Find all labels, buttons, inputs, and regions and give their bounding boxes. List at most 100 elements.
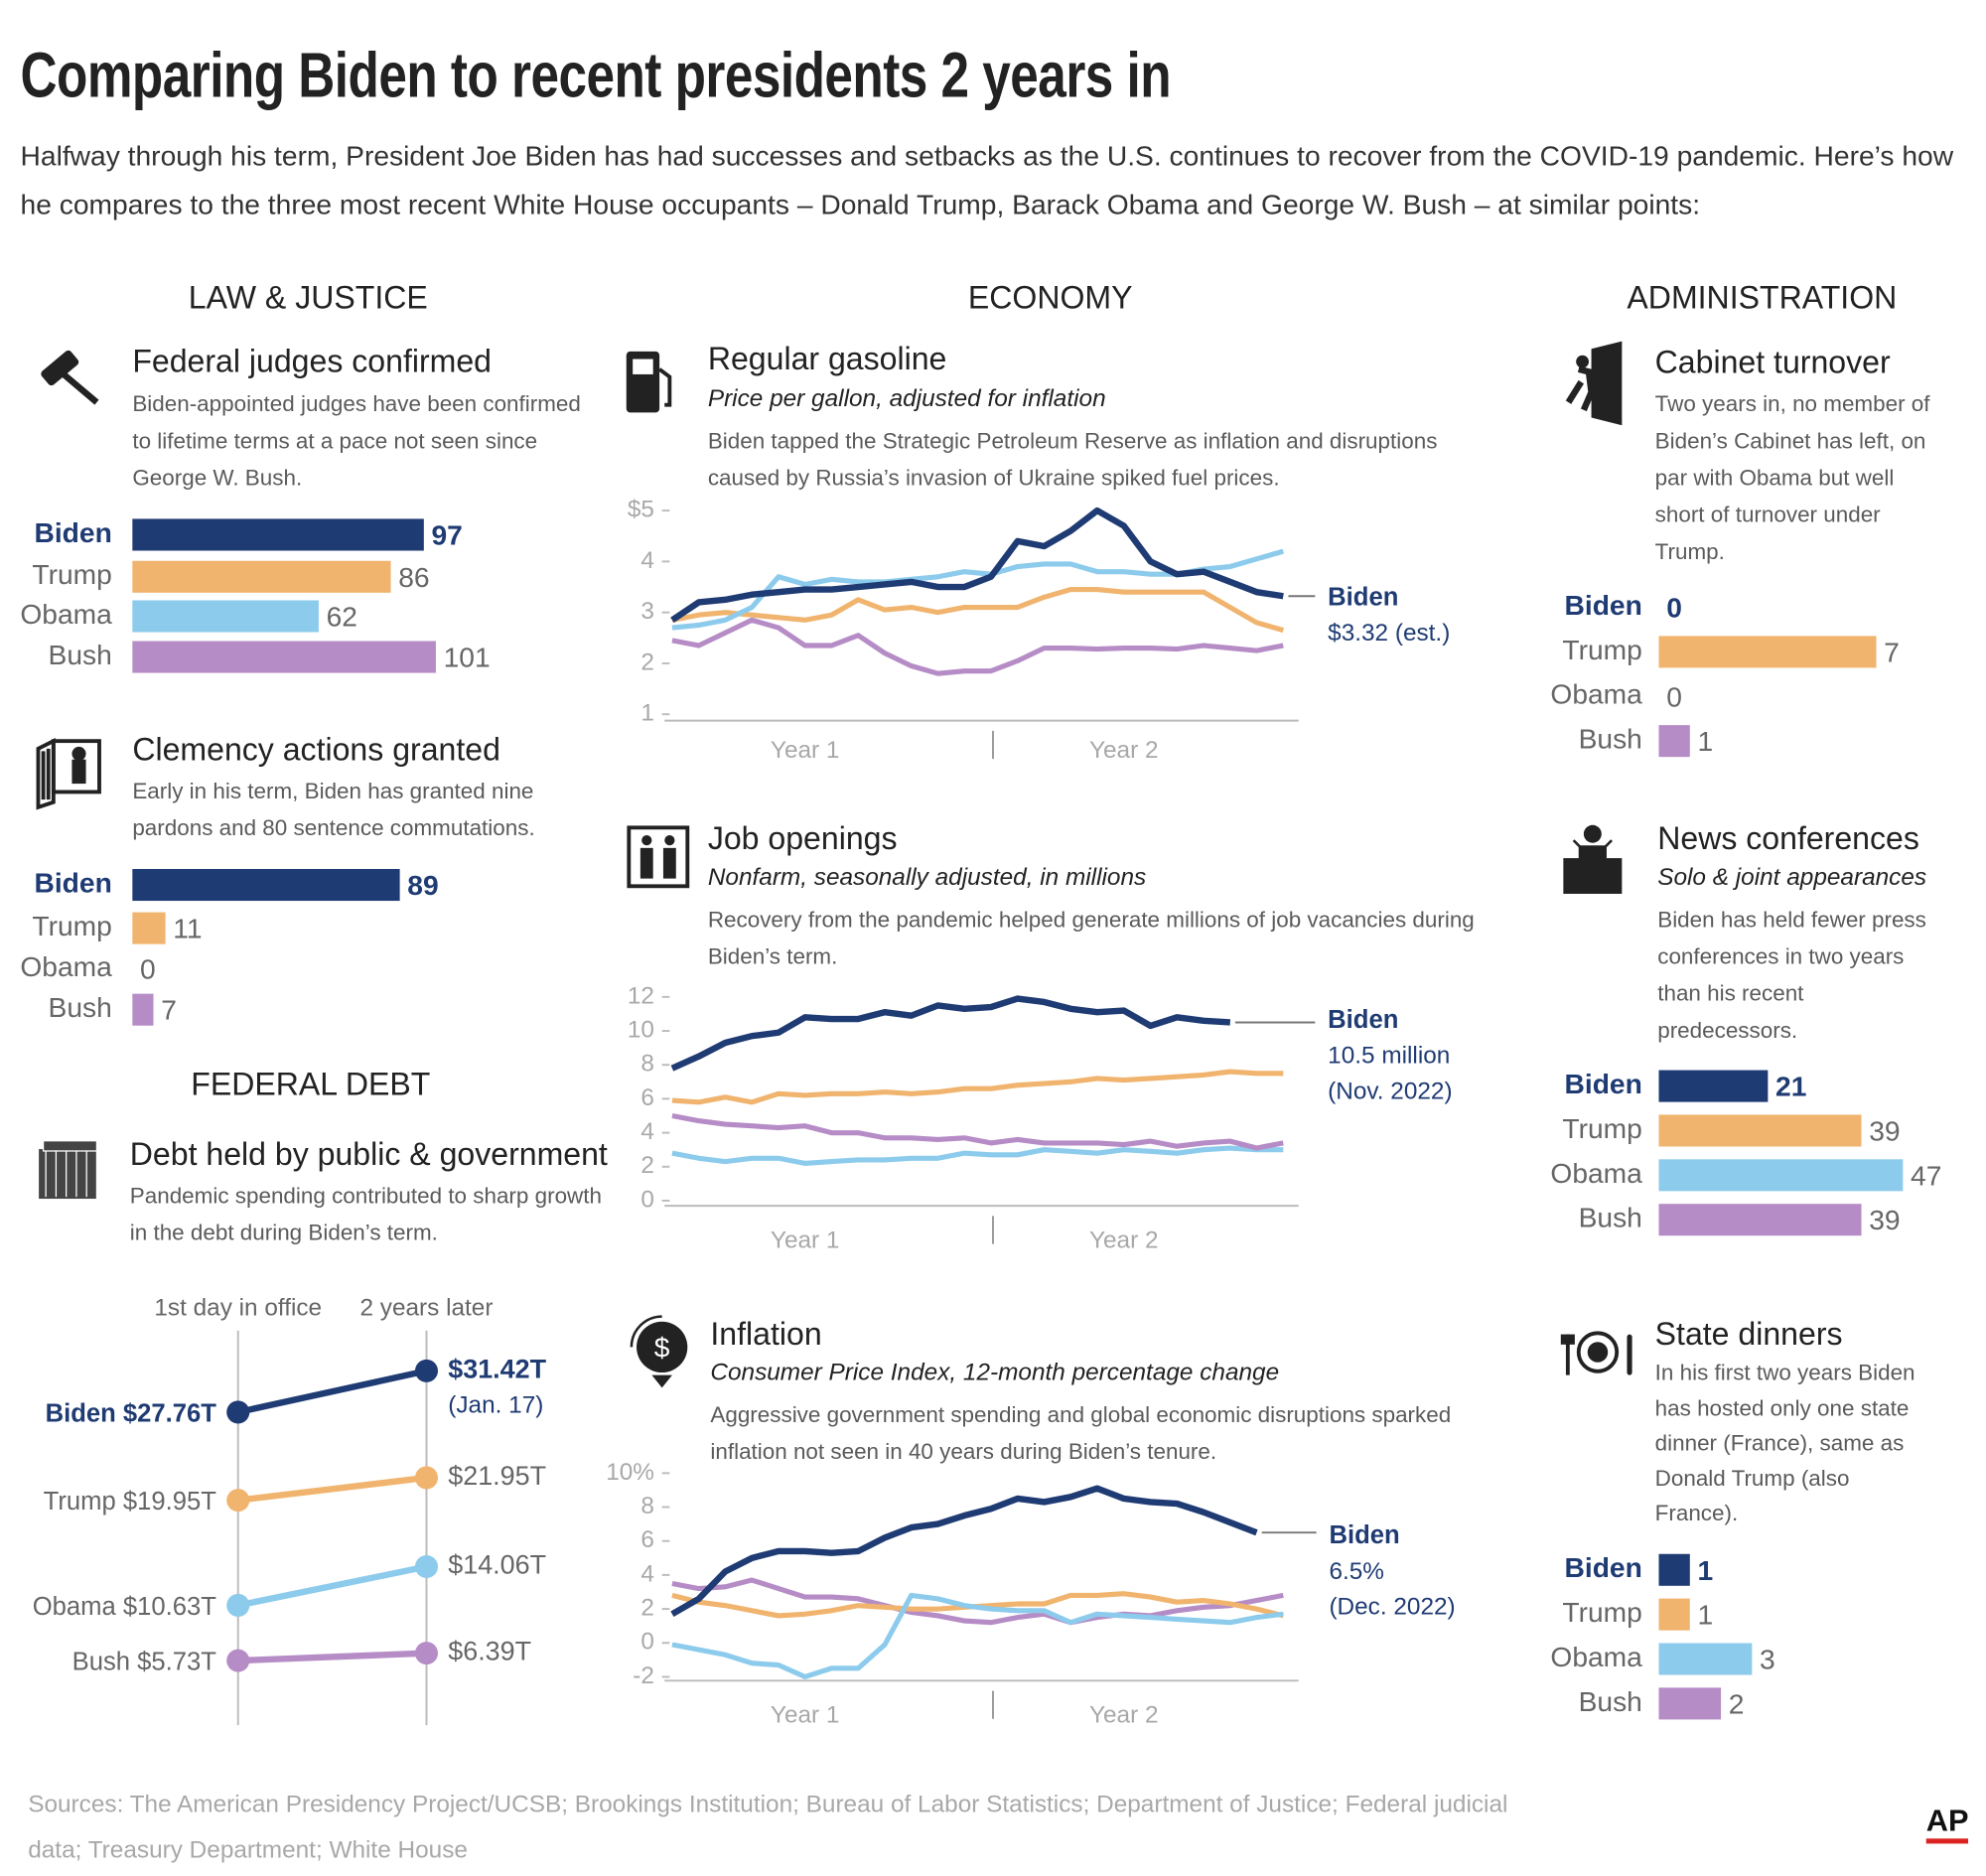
end-label: $21.95T — [448, 1461, 546, 1491]
chart-title: Cabinet turnover — [1654, 345, 1891, 381]
start-label: Obama $10.63T — [33, 1593, 217, 1621]
chart-title: Inflation — [710, 1316, 822, 1353]
value-label: 89 — [407, 869, 438, 901]
slope-line — [237, 1368, 428, 1416]
value-label: 21 — [1775, 1071, 1806, 1102]
start-label: Bush $5.73T — [72, 1648, 217, 1675]
point — [414, 1466, 439, 1490]
section-heading: ADMINISTRATION — [1627, 280, 1898, 316]
chart-description: Recovery from the pandemic helped genera… — [707, 906, 1475, 969]
annotation: 6.5% — [1329, 1558, 1384, 1585]
chart-title: State dinners — [1654, 1316, 1843, 1353]
x-tick-label: 2 years later — [360, 1294, 494, 1321]
chart-title: Regular gasoline — [707, 341, 947, 377]
bar — [132, 560, 391, 593]
annotation: (Jan. 17) — [448, 1392, 543, 1419]
point — [226, 1593, 250, 1618]
bar-label: Biden — [1565, 589, 1642, 621]
line — [671, 1069, 1284, 1105]
annotation: (Dec. 2022) — [1329, 1594, 1455, 1621]
bar — [132, 600, 319, 633]
start-label: Trump $19.95T — [44, 1488, 217, 1515]
value-label: 11 — [173, 913, 202, 944]
bar-label: Obama — [20, 950, 112, 982]
value-label: $10.63T — [123, 1593, 216, 1621]
y-tick-label: 0 — [640, 1629, 654, 1656]
series-name: Trump — [44, 1488, 116, 1515]
y-tick-label: 8 — [640, 1051, 654, 1078]
bar — [1658, 1598, 1690, 1631]
y-tick-label: 4 — [640, 547, 654, 574]
chart-title: Job openings — [707, 820, 898, 857]
value-label: $19.95T — [123, 1488, 216, 1515]
bar — [1658, 1204, 1862, 1236]
point — [414, 1642, 439, 1665]
series-name: Biden — [1328, 583, 1398, 611]
y-tick-label: 2 — [640, 649, 654, 675]
x-tick-label: Year 1 — [771, 1227, 840, 1253]
bar-label: Trump — [1562, 1112, 1641, 1144]
value-label: $27.76T — [123, 1399, 216, 1427]
value-label: 2 — [1729, 1687, 1745, 1719]
line — [670, 1485, 1258, 1618]
end-label: $6.39T — [448, 1637, 531, 1666]
line — [670, 995, 1231, 1072]
section-heading: FEDERAL DEBT — [191, 1067, 431, 1103]
y-tick-label: 2 — [640, 1152, 654, 1179]
y-tick-label: 10 — [628, 1016, 654, 1043]
bar-label: Biden — [35, 866, 112, 898]
bar-label: Bush — [1579, 1685, 1642, 1717]
chart-subtitle: Solo & joint appearances — [1657, 864, 1927, 892]
section-heading: LAW & JUSTICE — [188, 280, 428, 316]
bar — [1658, 1687, 1722, 1720]
point — [226, 1489, 250, 1513]
subtitle: Halfway through his term, President Joe … — [20, 140, 1954, 220]
bar-label: Trump — [1562, 1596, 1641, 1628]
start-label: Biden $27.76T — [46, 1399, 217, 1427]
y-tick-label: 1 — [640, 700, 654, 727]
value-label: 0 — [1666, 680, 1682, 712]
bar-label: Bush — [1579, 723, 1642, 755]
chart-description: Two years in, no member of Biden’s Cabin… — [1654, 390, 1930, 564]
line — [671, 1592, 1284, 1680]
value-label: 62 — [327, 601, 357, 633]
bar — [132, 993, 154, 1026]
icon-podium — [1563, 824, 1623, 894]
chart-description: Biden-appointed judges have been confirm… — [132, 390, 581, 491]
icon-workers — [627, 825, 690, 889]
title: Comparing Biden to recent presidents 2 y… — [20, 39, 1172, 111]
value-label: 47 — [1911, 1159, 1941, 1191]
bar — [1658, 1643, 1753, 1675]
y-tick-label: 0 — [640, 1186, 654, 1213]
bar-label: Trump — [1562, 634, 1641, 665]
line — [671, 1577, 1284, 1626]
point — [414, 1554, 439, 1579]
svg-text:$: $ — [654, 1331, 670, 1363]
slope-line — [237, 1650, 427, 1664]
bar-label: Biden — [1565, 1551, 1642, 1583]
y-tick-label: -2 — [633, 1662, 654, 1689]
y-tick-label: 6 — [640, 1084, 654, 1111]
annotation: 10.5 million — [1328, 1043, 1450, 1070]
section-heading: ECONOMY — [967, 280, 1133, 316]
x-tick-label: Year 2 — [1089, 737, 1159, 764]
y-tick-label: $5 — [628, 497, 654, 523]
bar-label: Obama — [20, 598, 112, 630]
y-tick-label: 8 — [640, 1493, 654, 1519]
x-tick-label: Year 1 — [771, 737, 840, 764]
annotation: (Nov. 2022) — [1328, 1078, 1452, 1104]
chart-subtitle: Consumer Price Index, 12-month percentag… — [710, 1360, 1280, 1387]
bar-label: Biden — [35, 516, 112, 548]
annotation: $3.32 (est.) — [1328, 620, 1450, 647]
chart-title: News conferences — [1657, 820, 1919, 857]
value-label: 0 — [1666, 592, 1682, 624]
bar — [132, 641, 436, 673]
icon-gas-pump — [626, 351, 672, 413]
series-name: Biden — [1329, 1521, 1399, 1549]
bar — [132, 518, 424, 551]
y-tick-label: 10% — [606, 1459, 654, 1486]
bar — [1658, 1553, 1690, 1586]
point — [414, 1359, 439, 1382]
value-label: 86 — [398, 561, 429, 593]
